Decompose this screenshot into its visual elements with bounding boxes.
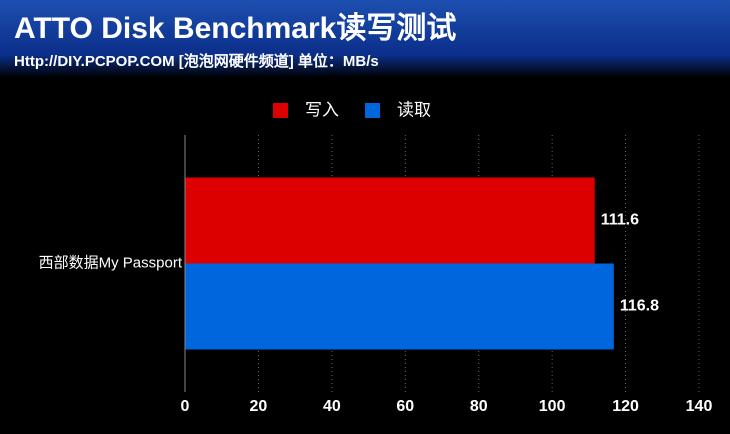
- legend-label: 读取: [397, 100, 431, 119]
- x-tick-label: 20: [250, 398, 268, 415]
- header-background: [0, 0, 730, 78]
- x-tick-label: 140: [686, 398, 713, 415]
- x-tick-label: 0: [181, 398, 190, 415]
- x-tick-label: 100: [539, 398, 566, 415]
- value-label: 116.8: [620, 298, 659, 315]
- x-tick-label: 80: [470, 398, 488, 415]
- x-tick-label: 120: [612, 398, 639, 415]
- chart-title: ATTO Disk Benchmark读写测试: [14, 12, 456, 45]
- legend-label: 写入: [305, 100, 339, 119]
- chart-subtitle: Http://DIY.PCPOP.COM [泡泡网硬件频道] 单位：MB/s: [14, 52, 379, 70]
- x-tick-label: 40: [323, 398, 341, 415]
- bar: [185, 263, 614, 350]
- legend-swatch: [365, 103, 380, 118]
- legend-swatch: [273, 103, 288, 118]
- x-tick-label: 60: [396, 398, 414, 415]
- bar: [185, 177, 595, 264]
- value-label: 111.6: [601, 212, 639, 229]
- y-tick-label: 西部数据My Passport: [39, 254, 183, 271]
